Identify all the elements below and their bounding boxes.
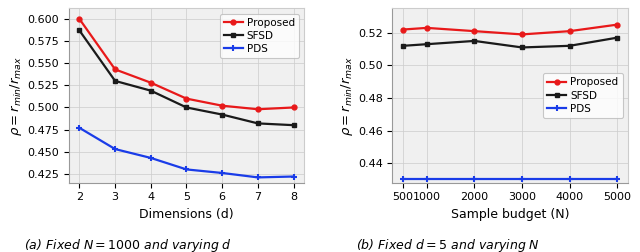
Proposed [147, 81, 155, 84]
Proposed [399, 28, 407, 31]
Proposed [182, 97, 190, 100]
SFSD [76, 29, 83, 32]
PDS [290, 175, 298, 178]
SFSD [218, 113, 226, 116]
X-axis label: Dimensions (d): Dimensions (d) [139, 208, 234, 221]
SFSD [254, 122, 262, 125]
PDS [147, 156, 155, 160]
Proposed [470, 30, 478, 33]
PDS [470, 178, 478, 181]
Legend: Proposed, SFSD, PDS: Proposed, SFSD, PDS [220, 14, 299, 58]
Legend: Proposed, SFSD, PDS: Proposed, SFSD, PDS [543, 73, 623, 118]
PDS [111, 148, 119, 151]
PDS [613, 178, 621, 181]
Proposed [111, 68, 119, 71]
Text: (a) Fixed $N = 1000$ and varying $d$: (a) Fixed $N = 1000$ and varying $d$ [24, 237, 232, 252]
Line: SFSD: SFSD [77, 28, 296, 128]
Proposed [254, 108, 262, 111]
SFSD [470, 39, 478, 42]
PDS [182, 168, 190, 171]
Line: PDS: PDS [76, 124, 297, 181]
Proposed [76, 17, 83, 20]
Proposed [566, 30, 573, 33]
PDS [423, 178, 431, 181]
Y-axis label: $\rho = r_{min}/r_{max}$: $\rho = r_{min}/r_{max}$ [8, 55, 24, 136]
SFSD [290, 124, 298, 127]
Y-axis label: $\rho = r_{min}/r_{max}$: $\rho = r_{min}/r_{max}$ [339, 55, 355, 136]
Text: (b) Fixed $d = 5$ and varying $N$: (b) Fixed $d = 5$ and varying $N$ [356, 237, 540, 252]
Proposed [423, 26, 431, 29]
SFSD [147, 89, 155, 92]
SFSD [566, 44, 573, 47]
PDS [218, 171, 226, 174]
Proposed [218, 104, 226, 107]
Line: Proposed: Proposed [77, 17, 296, 112]
SFSD [399, 44, 407, 47]
PDS [76, 126, 83, 129]
SFSD [518, 46, 526, 49]
Line: SFSD: SFSD [401, 35, 620, 50]
SFSD [613, 36, 621, 39]
PDS [254, 176, 262, 179]
PDS [399, 178, 407, 181]
SFSD [111, 79, 119, 82]
Proposed [290, 106, 298, 109]
SFSD [423, 43, 431, 46]
Line: Proposed: Proposed [401, 22, 620, 37]
SFSD [182, 106, 190, 109]
Proposed [613, 23, 621, 26]
X-axis label: Sample budget (N): Sample budget (N) [451, 208, 570, 221]
PDS [518, 178, 526, 181]
Proposed [518, 33, 526, 36]
PDS [566, 178, 573, 181]
Line: PDS: PDS [399, 176, 621, 183]
